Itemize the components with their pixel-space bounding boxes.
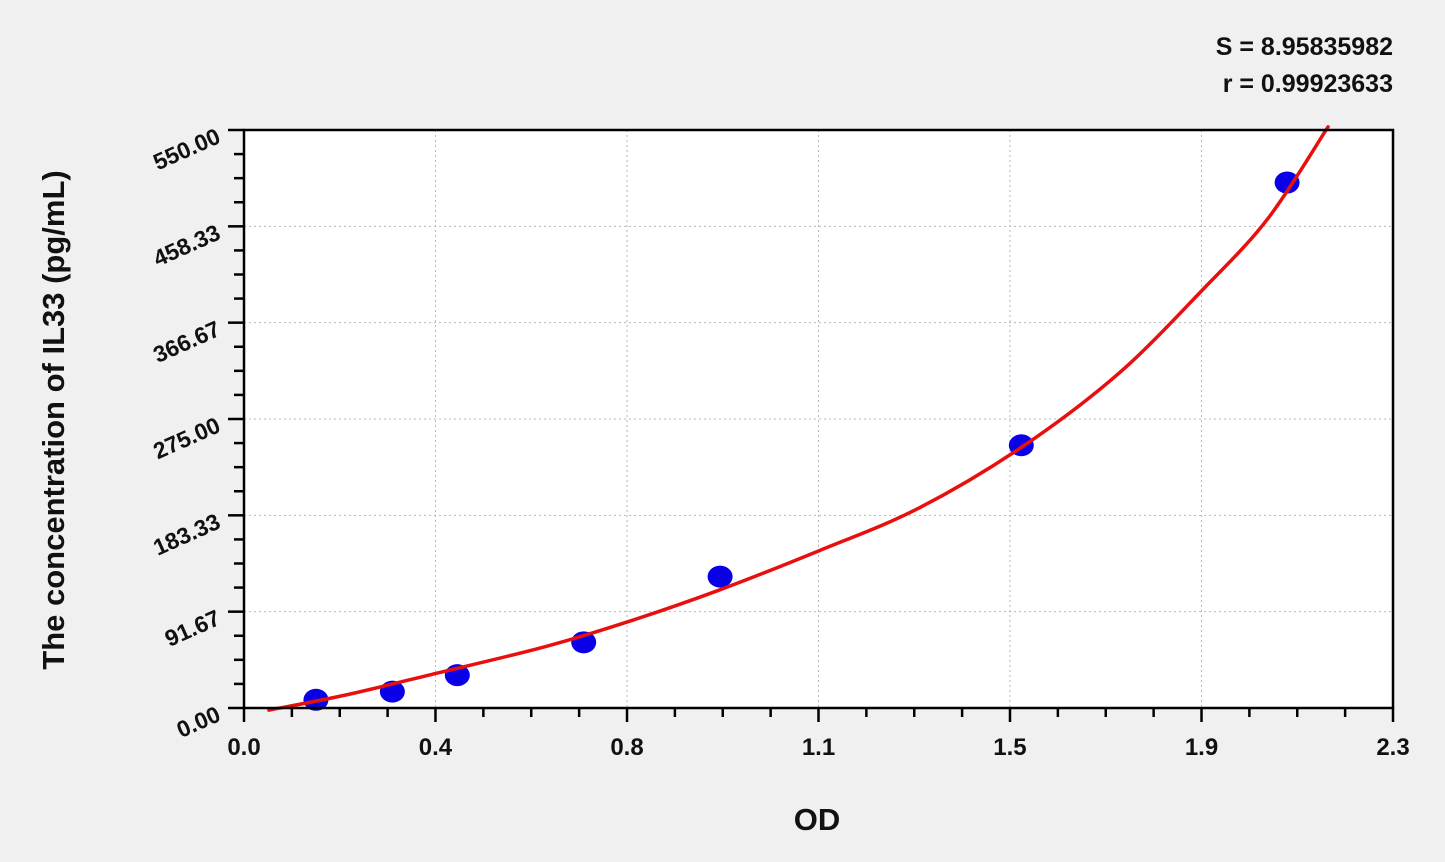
x-tick-label: 2.3 bbox=[1376, 734, 1409, 761]
y-tick-label: 183.33 bbox=[149, 508, 224, 560]
y-tick-label: 366.67 bbox=[149, 315, 224, 367]
y-tick-label: 458.33 bbox=[149, 219, 224, 271]
x-tick-label: 0.4 bbox=[419, 734, 453, 761]
axis-ticks bbox=[228, 128, 1395, 722]
x-axis-title: OD bbox=[794, 802, 841, 837]
x-tick-label: 1.1 bbox=[802, 734, 835, 761]
fit-curve bbox=[267, 125, 1330, 712]
x-tick-label: 1.9 bbox=[1185, 734, 1218, 761]
x-tick-labels: 0.0 0.4 0.8 1.1 1.5 1.9 2.3 bbox=[227, 734, 1409, 761]
x-tick-label: 0.0 bbox=[227, 734, 260, 761]
s-value: S = 8.95835982 bbox=[1215, 33, 1393, 61]
r-value: r = 0.99923633 bbox=[1222, 70, 1393, 98]
plot-frame bbox=[242, 128, 1395, 710]
y-tick-label: 0.00 bbox=[173, 701, 224, 743]
y-tick-label: 550.00 bbox=[149, 123, 224, 175]
x-tick-label: 0.8 bbox=[610, 734, 643, 761]
x-tick-label: 1.5 bbox=[993, 734, 1026, 761]
y-axis-title: The concentration of IL33 (pg/mL) bbox=[36, 170, 71, 669]
y-tick-label: 275.00 bbox=[149, 412, 224, 464]
y-tick-label: 91.67 bbox=[161, 604, 224, 651]
data-point bbox=[1274, 171, 1300, 194]
data-point bbox=[707, 565, 733, 588]
gridlines bbox=[244, 130, 1393, 708]
y-tick-labels: 0.00 91.67 183.33 275.00 366.67 458.33 550.00 bbox=[149, 123, 224, 743]
